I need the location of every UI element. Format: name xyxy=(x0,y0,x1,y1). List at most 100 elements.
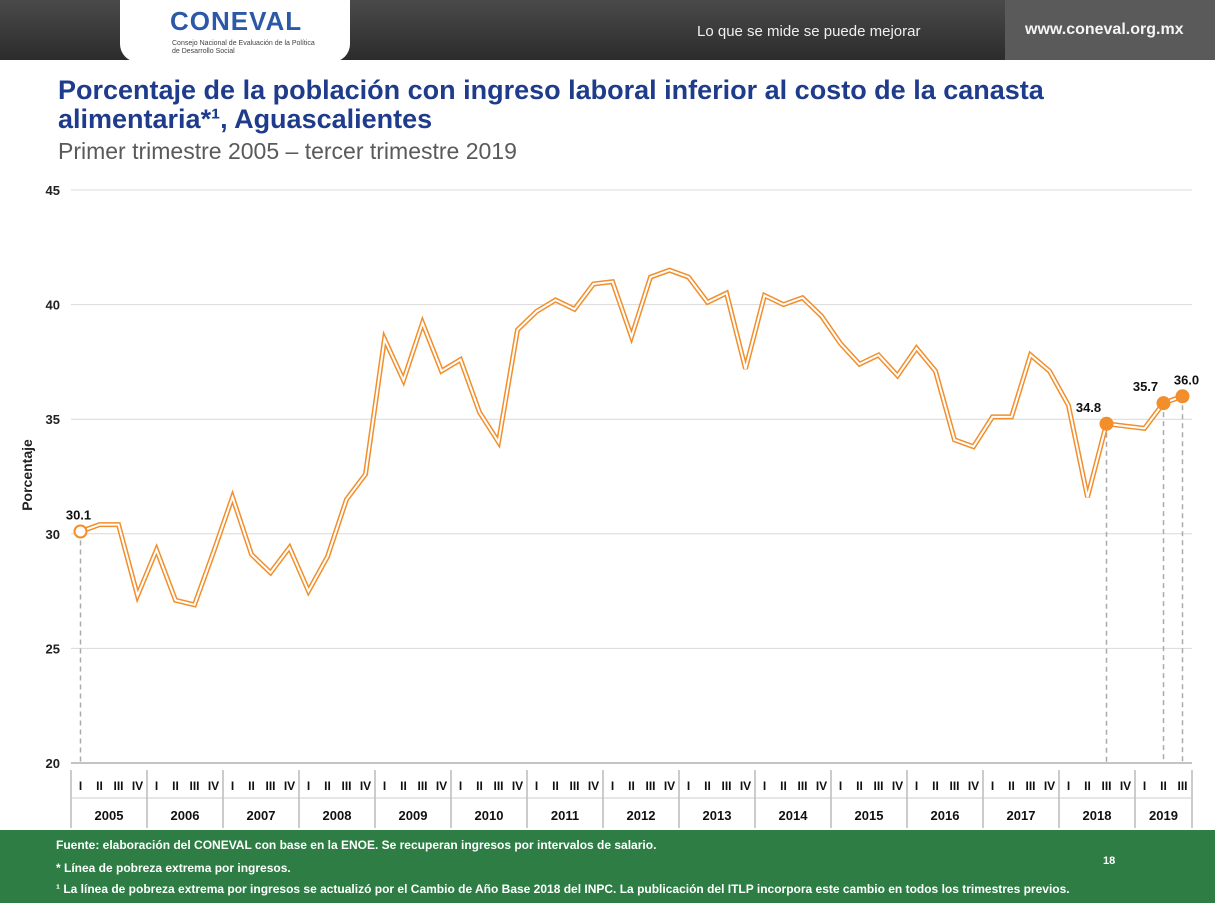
quarter-tick-label: III xyxy=(1177,779,1187,793)
data-point xyxy=(1156,396,1171,411)
data-label: 35.7 xyxy=(1133,379,1158,394)
quarter-tick-label: III xyxy=(1025,779,1035,793)
quarter-tick-label: III xyxy=(569,779,579,793)
quarter-tick-label: III xyxy=(417,779,427,793)
data-label: 30.1 xyxy=(66,508,91,523)
footer xyxy=(0,830,1215,903)
chart-title: Porcentaje de la población con ingreso l… xyxy=(58,75,1044,134)
quarter-tick-label: II xyxy=(96,779,103,793)
year-label: 2006 xyxy=(171,808,200,823)
quarter-tick-label: IV xyxy=(740,779,751,793)
quarter-tick-label: IV xyxy=(436,779,447,793)
logo-subtitle: Consejo Nacional de Evaluación de la Pol… xyxy=(172,40,315,55)
quarter-tick-label: II xyxy=(628,779,635,793)
quarter-tick-label: III xyxy=(721,779,731,793)
footer-source: Fuente: elaboración del CONEVAL con base… xyxy=(56,838,657,852)
quarter-tick-label: IV xyxy=(132,779,143,793)
quarter-tick-label: III xyxy=(949,779,959,793)
chart-subtitle: Primer trimestre 2005 – tercer trimestre… xyxy=(58,138,517,164)
quarter-tick-label: IV xyxy=(208,779,219,793)
footer-note-1: * Línea de pobreza extrema por ingresos. xyxy=(56,861,291,875)
year-label: 2007 xyxy=(247,808,276,823)
x-axis: I II III IV I II III IV I II III IV I II III IV I II III IV… xyxy=(70,762,1193,828)
quarter-tick-label: I xyxy=(155,779,158,793)
year-label: 2015 xyxy=(855,808,884,823)
footer-note-2: ¹ La línea de pobreza extrema por ingres… xyxy=(56,882,1070,896)
quarter-tick-label: I xyxy=(687,779,690,793)
year-label: 2012 xyxy=(627,808,656,823)
quarter-tick-label: I xyxy=(535,779,538,793)
quarter-tick-label: II xyxy=(400,779,407,793)
quarter-tick-label: I xyxy=(231,779,234,793)
quarter-tick-label: II xyxy=(1008,779,1015,793)
quarter-tick-label: III xyxy=(1101,779,1111,793)
quarter-tick-label: IV xyxy=(284,779,295,793)
series-line xyxy=(79,267,1184,608)
quarter-tick-label: IV xyxy=(816,779,827,793)
year-label: 2011 xyxy=(551,808,579,823)
quarter-tick-label: IV xyxy=(588,779,599,793)
quarter-tick-label: II xyxy=(1084,779,1091,793)
quarter-tick-label: II xyxy=(476,779,483,793)
year-label: 2010 xyxy=(475,808,504,823)
quarter-tick-label: I xyxy=(1067,779,1070,793)
highlight-points: 30.1 34.8 35.7 36.0 xyxy=(66,372,1199,539)
quarter-tick-label: I xyxy=(839,779,842,793)
coneval-logo: CONEVAL xyxy=(170,6,303,36)
logo-tab xyxy=(120,0,350,62)
quarter-tick-label: IV xyxy=(360,779,371,793)
year-label: 2017 xyxy=(1007,808,1036,823)
quarter-tick-label: II xyxy=(552,779,559,793)
quarter-tick-label: IV xyxy=(512,779,523,793)
quarter-tick-label: IV xyxy=(968,779,979,793)
quarter-tick-label: I xyxy=(459,779,462,793)
y-tick-label: 20 xyxy=(46,756,60,771)
quarter-tick-label: III xyxy=(341,779,351,793)
y-tick-label: 35 xyxy=(46,412,60,427)
data-point xyxy=(1099,416,1114,431)
quarter-tick-label: III xyxy=(265,779,275,793)
quarter-tick-label: IV xyxy=(1120,779,1131,793)
y-tick-label: 45 xyxy=(46,183,60,198)
data-label: 36.0 xyxy=(1174,372,1199,387)
quarter-tick-label: III xyxy=(797,779,807,793)
quarter-tick-label: II xyxy=(932,779,939,793)
quarter-tick-label: III xyxy=(873,779,883,793)
page-number: 18 xyxy=(1103,855,1116,867)
series-line-inner xyxy=(80,269,1183,607)
quarter-tick-label: I xyxy=(307,779,310,793)
data-point xyxy=(73,524,88,539)
drop-lines xyxy=(79,396,1184,763)
quarter-tick-label: III xyxy=(189,779,199,793)
year-label: 2016 xyxy=(931,808,960,823)
quarter-tick-label: I xyxy=(915,779,918,793)
quarter-tick-label: I xyxy=(383,779,386,793)
website-link[interactable]: www.coneval.org.mx xyxy=(1025,21,1184,38)
quarter-tick-label: IV xyxy=(1044,779,1055,793)
quarter-tick-label: II xyxy=(172,779,179,793)
url-box xyxy=(1005,0,1215,60)
year-label: 2009 xyxy=(399,808,428,823)
year-label: 2013 xyxy=(703,808,732,823)
year-label: 2018 xyxy=(1083,808,1112,823)
y-tick-label: 30 xyxy=(46,527,60,542)
quarter-tick-label: I xyxy=(763,779,766,793)
year-label: 2008 xyxy=(323,808,352,823)
year-label: 2019 xyxy=(1149,808,1178,823)
year-label: 2014 xyxy=(779,808,809,823)
quarter-tick-label: III xyxy=(645,779,655,793)
quarter-tick-label: II xyxy=(780,779,787,793)
quarter-tick-label: I xyxy=(611,779,614,793)
quarter-tick-label: I xyxy=(1143,779,1146,793)
quarter-tick-label: IV xyxy=(892,779,903,793)
y-tick-label: 40 xyxy=(46,298,60,313)
grid-layer: 20 25 30 35 40 45 xyxy=(46,183,1192,771)
y-axis-label: Porcentaje xyxy=(19,439,35,511)
quarter-tick-label: I xyxy=(991,779,994,793)
data-label: 34.8 xyxy=(1076,400,1101,415)
quarter-tick-label: II xyxy=(704,779,711,793)
quarter-tick-label: III xyxy=(113,779,123,793)
series-line-outer xyxy=(79,267,1184,608)
data-point xyxy=(1175,389,1190,404)
